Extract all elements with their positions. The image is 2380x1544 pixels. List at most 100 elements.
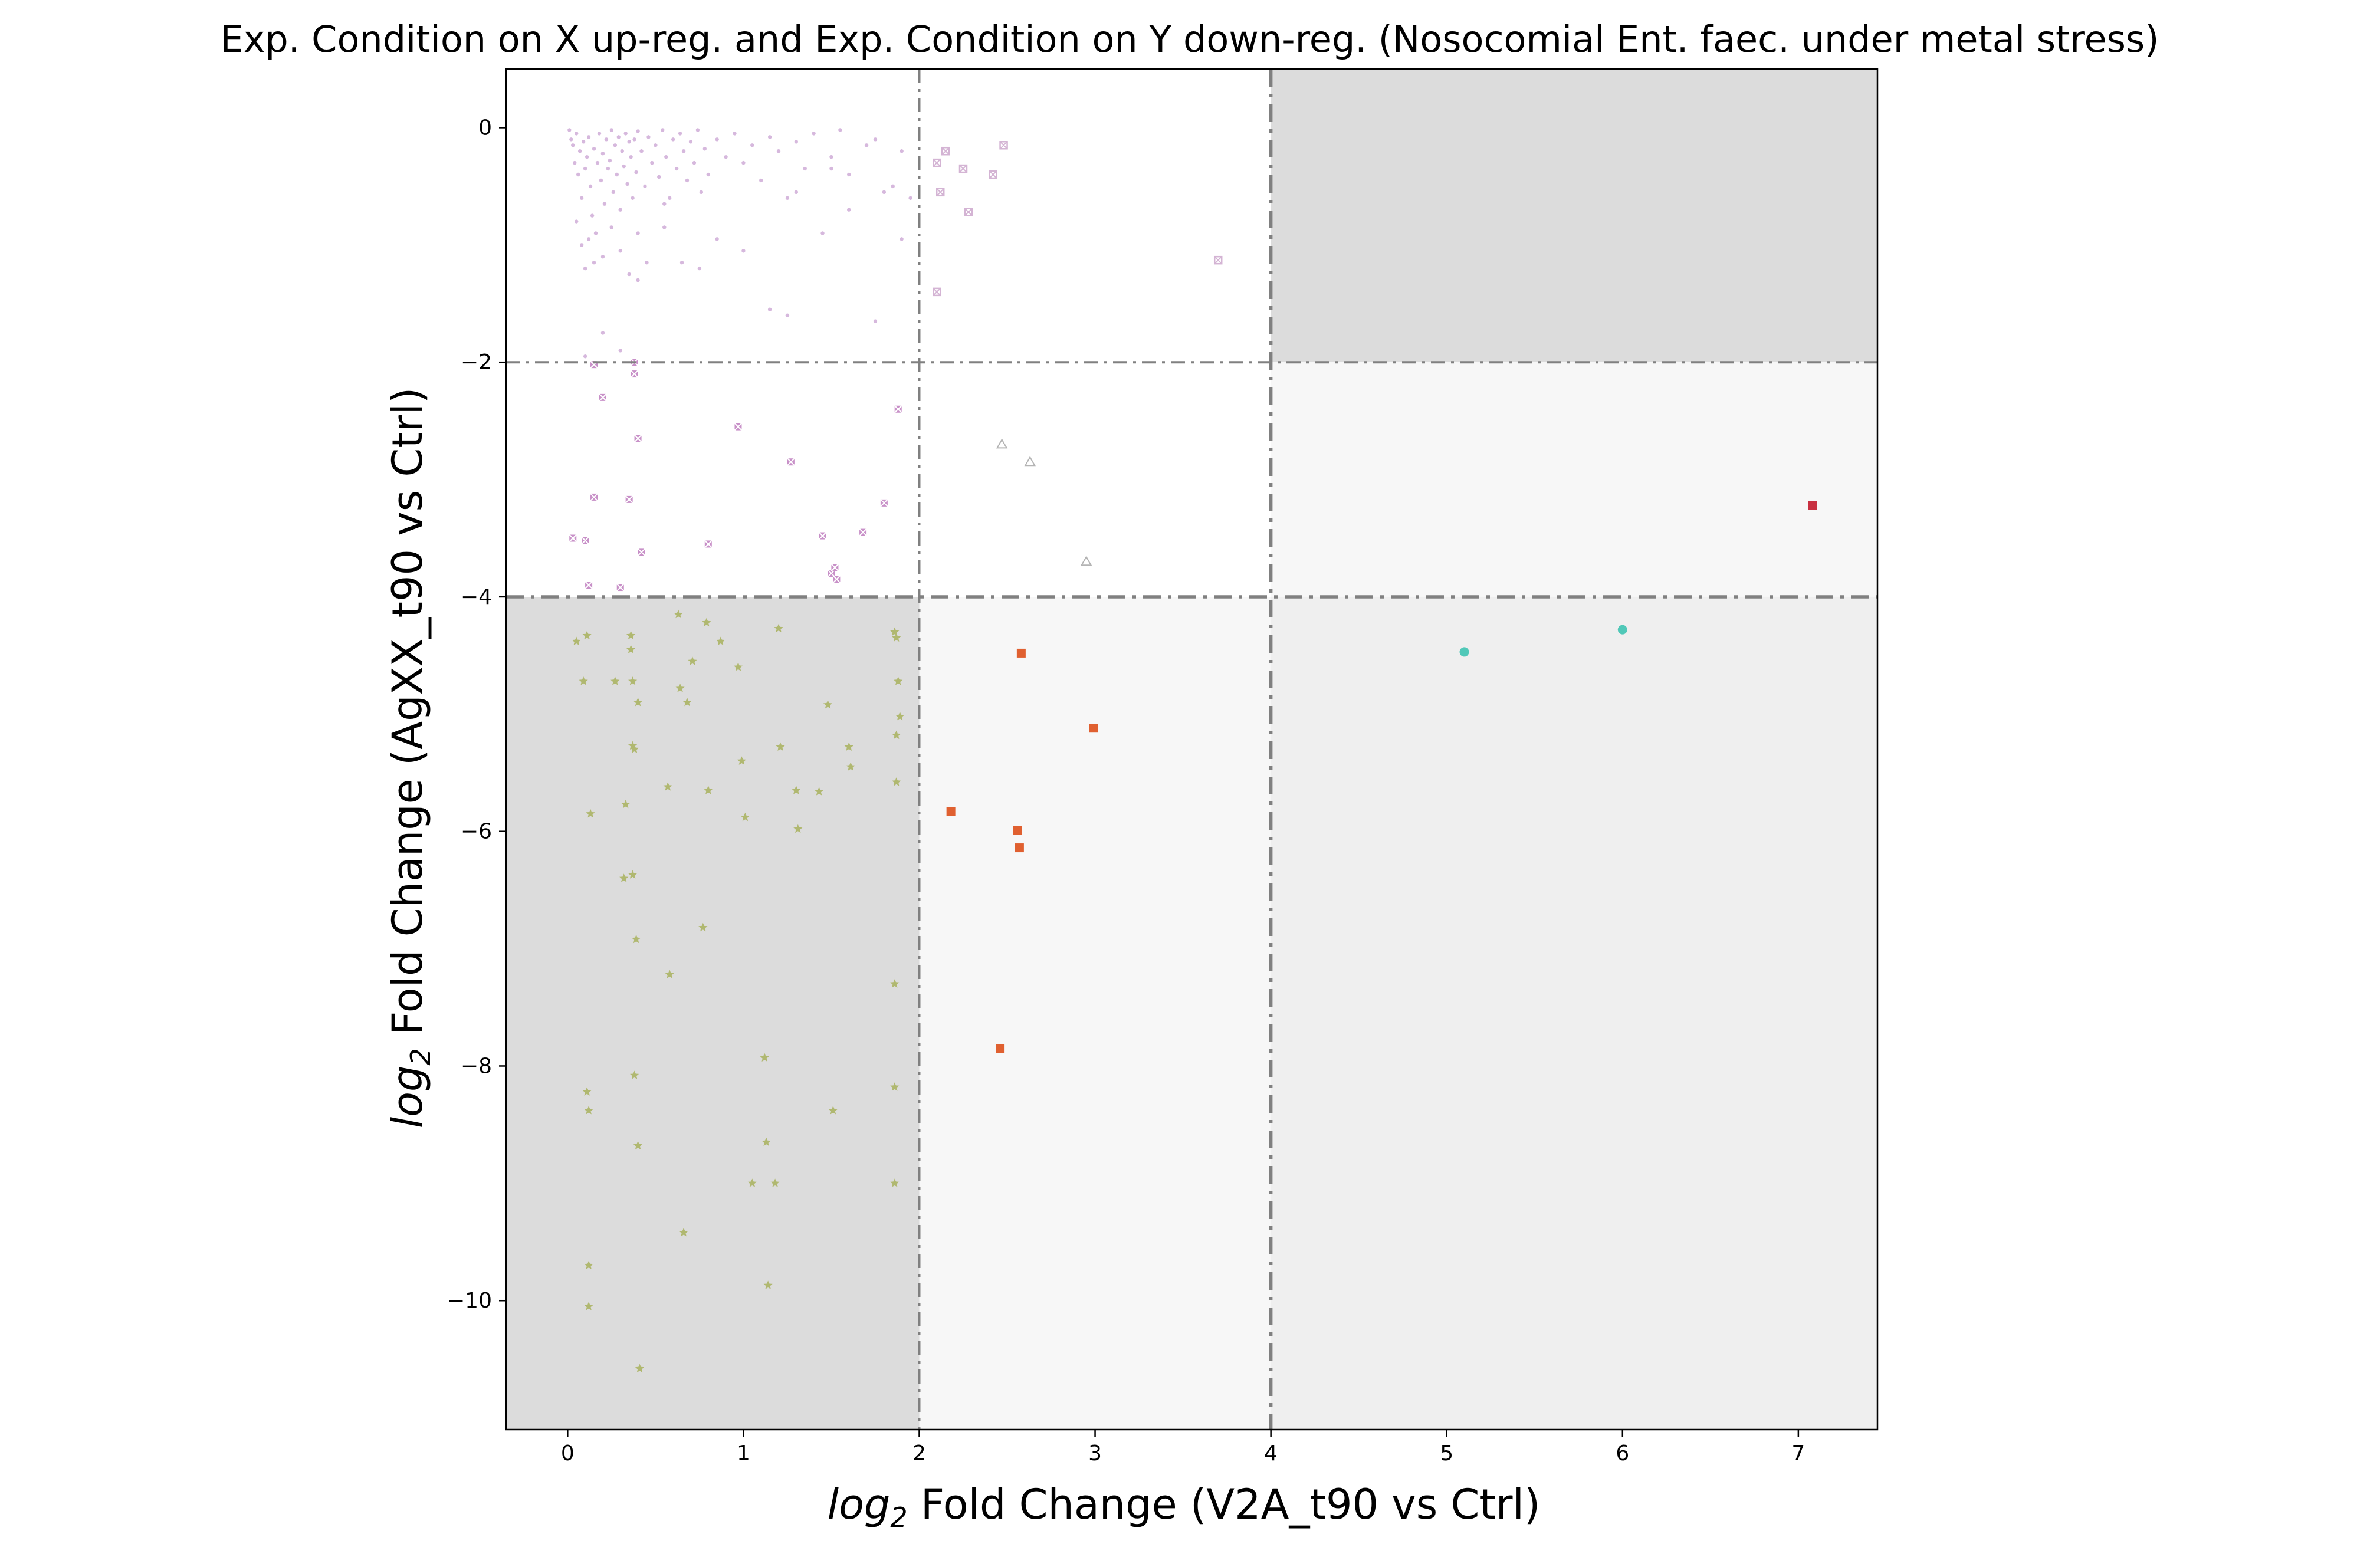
data-point (999, 141, 1008, 150)
data-point (750, 143, 754, 147)
x-tick-label: 0 (561, 1441, 575, 1466)
data-point (577, 149, 582, 153)
x-tick-label: 6 (1616, 1441, 1629, 1466)
data-point (586, 237, 591, 241)
data-point (584, 1260, 593, 1269)
data-point (1213, 255, 1223, 265)
data-point (600, 331, 605, 335)
data-point (763, 1280, 773, 1289)
series-1-cross (569, 358, 902, 592)
data-point-cross (942, 147, 949, 155)
data-point (760, 1053, 769, 1062)
threshold-lines (506, 69, 1877, 1430)
data-point (662, 225, 667, 229)
series-3-triangle (996, 438, 1092, 566)
data-point (608, 158, 612, 163)
y-tick-label: −4 (461, 585, 492, 609)
data-point (702, 147, 707, 151)
data-point-cross (818, 531, 827, 540)
data-point (622, 164, 626, 169)
data-point (776, 149, 781, 153)
data-point (767, 307, 772, 311)
data-point-cross (830, 563, 839, 571)
data-point (737, 756, 746, 765)
data-point (1024, 456, 1036, 467)
x-axis-label: log2 Fold Change (V2A_t90 vs Ctrl) (828, 1480, 1541, 1533)
data-point (936, 188, 945, 197)
data-point-cross (630, 370, 639, 378)
data-point (674, 609, 683, 619)
data-point (636, 278, 640, 282)
data-point (650, 160, 654, 165)
data-point (894, 676, 903, 685)
region-bottom-right (1271, 596, 1877, 1430)
data-point (1089, 724, 1098, 733)
data-point (685, 178, 690, 183)
data-point (593, 231, 598, 235)
data-point (785, 313, 790, 317)
data-point-cross (590, 493, 598, 501)
data-point (989, 170, 997, 179)
data-point (844, 742, 853, 751)
data-point (575, 132, 579, 136)
data-point-cross (859, 528, 867, 537)
data-point-cross (704, 540, 713, 548)
data-point (579, 676, 588, 685)
plot-frame (505, 68, 1879, 1431)
data-point (609, 225, 614, 229)
data-point (873, 319, 878, 323)
data-point (661, 128, 665, 132)
data-point (724, 155, 728, 159)
data-point (882, 190, 887, 195)
data-point (776, 742, 785, 751)
data-point (864, 143, 869, 147)
data-point (629, 155, 633, 159)
data-point (618, 249, 622, 253)
data-point (604, 137, 609, 142)
data-point (613, 143, 618, 147)
series-7-square (1808, 501, 1817, 510)
y-axis-label-subscript: 2 (405, 1048, 436, 1065)
data-point (616, 135, 621, 139)
data-point (627, 272, 631, 277)
x-tick-label: 2 (912, 1441, 926, 1466)
data-point (679, 1227, 688, 1237)
data-point (892, 777, 901, 786)
data-points (567, 128, 1817, 1373)
data-point-cross (637, 548, 646, 557)
data-point (582, 1087, 592, 1096)
data-point (674, 166, 679, 171)
data-point (583, 166, 587, 171)
data-point (628, 676, 638, 685)
x-axis-label-text: Fold Change (V2A_t90 vs Ctrl) (908, 1480, 1541, 1529)
data-point (803, 166, 807, 171)
data-point (699, 190, 704, 195)
data-point (890, 979, 900, 988)
data-point (611, 190, 616, 195)
data-point (996, 1044, 1005, 1053)
data-point (579, 196, 584, 200)
data-point (595, 160, 600, 165)
data-point (579, 243, 584, 247)
data-point (815, 787, 824, 796)
data-point (645, 260, 649, 265)
data-point-cross (894, 405, 902, 413)
data-point (625, 182, 629, 186)
data-point (823, 699, 833, 709)
x-tick-label: 1 (737, 1441, 750, 1466)
data-point (636, 129, 640, 133)
data-point (812, 132, 816, 136)
data-point (892, 730, 901, 740)
data-point (847, 172, 851, 177)
data-point (892, 633, 901, 642)
data-point (759, 178, 763, 183)
data-point (575, 219, 579, 224)
quadrant-regions (506, 69, 1877, 1430)
data-point (733, 132, 737, 136)
data-point (829, 155, 833, 159)
data-point-cross (585, 581, 593, 589)
data-point (668, 196, 672, 200)
data-point (583, 354, 587, 359)
x-tick-label: 5 (1440, 1441, 1453, 1466)
